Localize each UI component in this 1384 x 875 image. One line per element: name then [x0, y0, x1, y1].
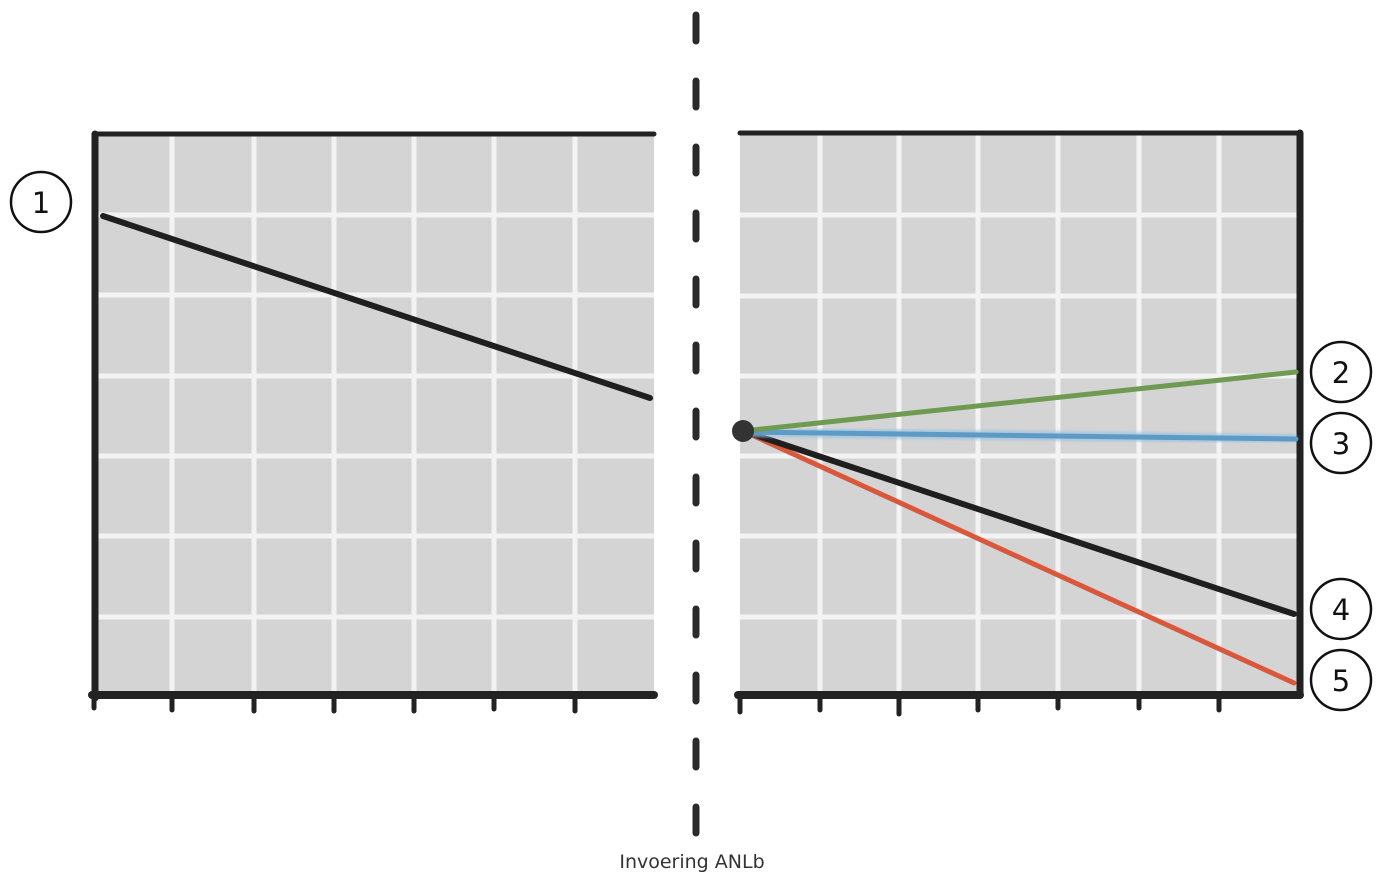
- left-panel-background: [94, 135, 654, 695]
- label-1: 1: [9, 170, 73, 234]
- label-2: 2: [1309, 340, 1373, 404]
- trend-line-4: [740, 428, 1297, 617]
- right-grid: [740, 135, 1300, 695]
- caption: Invoering ANLb: [619, 851, 765, 873]
- label-2-text: 2: [1332, 356, 1350, 390]
- start-point-dot: [732, 420, 754, 442]
- trend-line-1: [100, 213, 653, 401]
- label-3-text: 3: [1332, 427, 1350, 461]
- right-panel: [732, 129, 1304, 717]
- label-4: 4: [1309, 577, 1373, 641]
- label-2-circle: [1309, 340, 1373, 404]
- trend-line-2: [740, 369, 1299, 434]
- label-5-text: 5: [1332, 664, 1350, 698]
- label-3: 3: [1309, 411, 1373, 475]
- right-panel-background: [740, 135, 1300, 695]
- trend-line-5: [740, 428, 1297, 686]
- left-panel: [88, 130, 658, 714]
- label-1-text: 1: [32, 186, 50, 220]
- trend-line-3: [740, 429, 1299, 442]
- label-1-circle: [9, 170, 73, 234]
- left-grid: [94, 135, 654, 695]
- label-4-text: 4: [1332, 593, 1350, 627]
- label-5-circle: [1309, 648, 1373, 712]
- label-4-circle: [1309, 577, 1373, 641]
- label-5: 5: [1309, 648, 1373, 712]
- right-axes: [734, 129, 1304, 717]
- label-3-circle: [1309, 411, 1373, 475]
- left-axes: [88, 130, 658, 714]
